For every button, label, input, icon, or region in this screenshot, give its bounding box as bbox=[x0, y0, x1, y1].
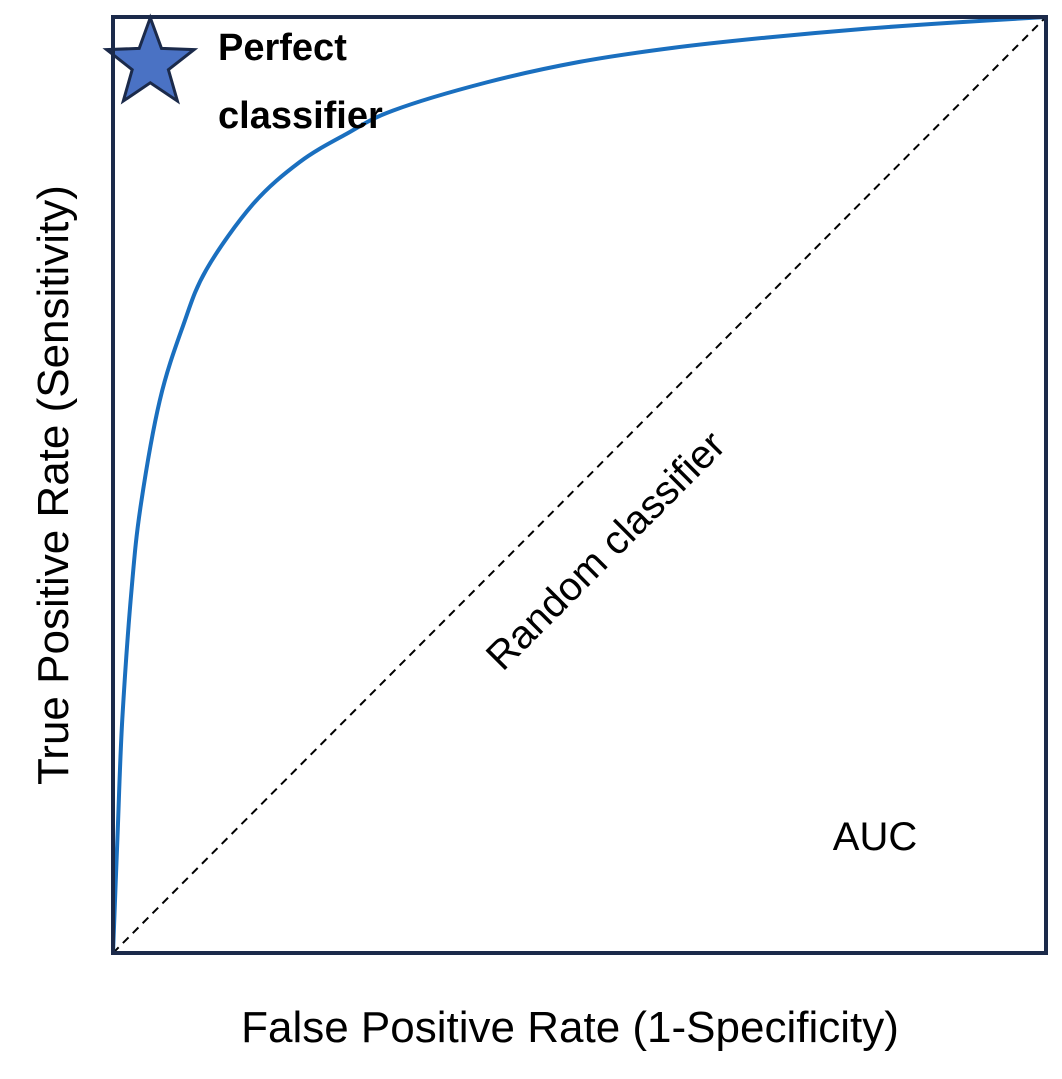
perfect-classifier-label-line1: Perfect bbox=[218, 27, 347, 69]
random-classifier-line bbox=[112, 16, 1047, 954]
perfect-classifier-star-marker bbox=[102, 13, 199, 105]
random-classifier-label: Random classifier bbox=[478, 423, 734, 679]
y-axis-title: True Positive Rate (Sensitivity) bbox=[29, 185, 78, 785]
plot-frame bbox=[111, 15, 1048, 955]
auc-label: AUC bbox=[833, 815, 917, 859]
roc-curve-line bbox=[111, 15, 1047, 954]
perfect-classifier-label-line2: classifier bbox=[218, 95, 383, 137]
x-axis-title: False Positive Rate (1-Specificity) bbox=[241, 1003, 899, 1052]
plot-area bbox=[102, 13, 1047, 954]
